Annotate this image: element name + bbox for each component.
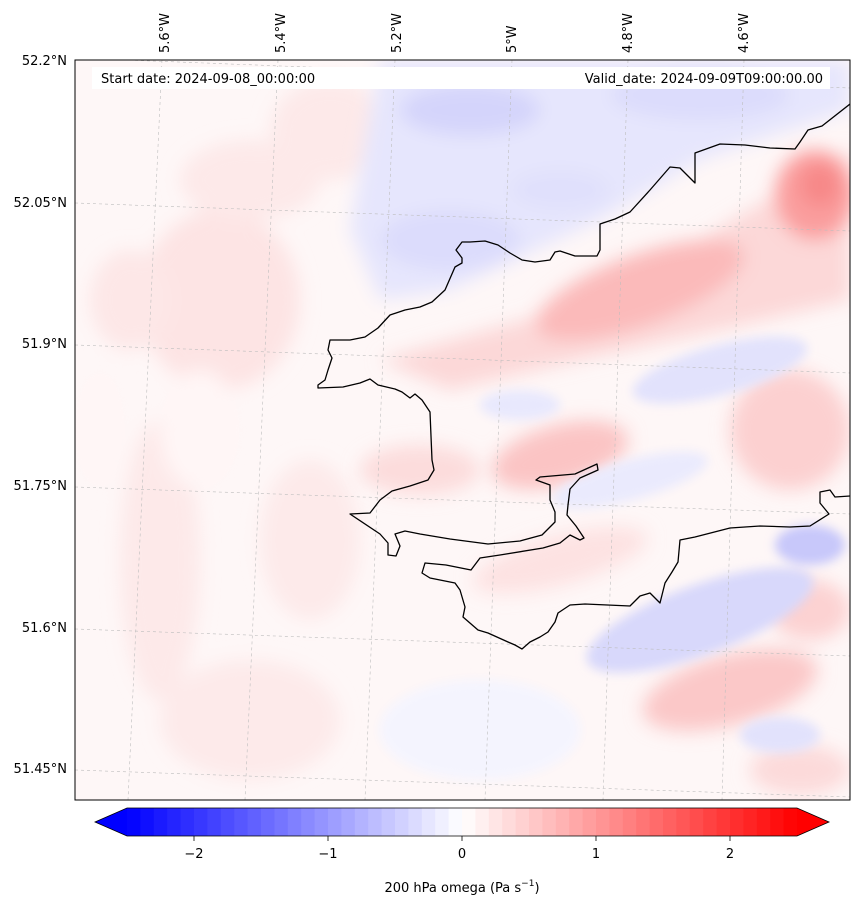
- colorbar-segment: [408, 808, 423, 836]
- colorbar-segment: [194, 808, 208, 836]
- colorbar-min-extension: [95, 808, 127, 836]
- latitude-labels: 52.2°N 52.05°N 51.9°N 51.75°N 51.6°N 51.…: [14, 54, 67, 777]
- colorbar-segment: [636, 808, 651, 836]
- colorbar-segment: [301, 808, 316, 836]
- lat-label: 51.75°N: [14, 479, 67, 494]
- colorbar-tick-label: 1: [592, 847, 600, 862]
- colorbar-segment: [167, 808, 182, 836]
- lon-label: 5.2°W: [390, 13, 405, 53]
- map-panel: Start date: 2024-09-08_00:00:00 Valid_da…: [74, 59, 851, 801]
- colorbar-outline: [94, 807, 830, 837]
- colorbar-label-close: ): [534, 881, 539, 896]
- colorbar-segment: [207, 808, 222, 836]
- colorbar-segment: [314, 808, 329, 836]
- colorbar-tick-label: −2: [184, 847, 203, 862]
- colorbar-segment: [127, 808, 141, 836]
- colorbar-segment: [582, 808, 597, 836]
- colorbar-segment: [622, 808, 637, 836]
- colorbar-segment: [341, 808, 356, 836]
- lon-label: 5°W: [505, 25, 520, 53]
- colorbar-segment: [448, 808, 463, 836]
- colorbar-segment: [529, 808, 543, 836]
- colorbar-segment: [475, 808, 490, 836]
- colorbar-segment: [247, 808, 262, 836]
- colorbar-segment: [555, 808, 570, 836]
- colorbar-segment: [716, 808, 731, 836]
- colorbar-segment: [756, 808, 771, 836]
- colorbar-segment: [274, 808, 289, 836]
- colorbar-tick-label: 0: [458, 847, 466, 862]
- colorbar-label-unit-exponent: −1: [521, 879, 534, 889]
- colorbar-label: 200 hPa omega (Pa s−1): [384, 879, 539, 896]
- colorbar-segment: [676, 808, 691, 836]
- longitude-labels: 5.6°W 5.4°W 5.2°W 5°W 4.8°W 4.6°W: [158, 13, 752, 53]
- colorbar-segment: [542, 808, 557, 836]
- lon-label: 4.6°W: [737, 13, 752, 53]
- colorbar-segment: [435, 808, 450, 836]
- colorbar-segment: [569, 808, 584, 836]
- colorbar-segment: [488, 808, 503, 836]
- colorbar-segment: [649, 808, 664, 836]
- lon-label: 5.6°W: [158, 13, 173, 53]
- colorbar-segment: [770, 808, 785, 836]
- coastline: [317, 103, 850, 650]
- colorbar: −2 −1 0 1 2 200 hPa omega (Pa s−1): [94, 807, 830, 896]
- colorbar-segment: [234, 808, 249, 836]
- colorbar-ticks: −2 −1 0 1 2: [184, 836, 734, 862]
- colorbar-segment: [743, 808, 758, 836]
- colorbar-tick-label: −1: [318, 847, 337, 862]
- colorbar-segment: [596, 808, 610, 836]
- colorbar-segment: [395, 808, 409, 836]
- colorbar-segment: [703, 808, 718, 836]
- lat-label: 52.2°N: [22, 54, 67, 69]
- colorbar-max-extension: [797, 808, 829, 836]
- info-box: [92, 67, 830, 89]
- colorbar-segment: [368, 808, 383, 836]
- colorbar-segment: [462, 808, 476, 836]
- colorbar-segment: [287, 808, 302, 836]
- lat-label: 51.45°N: [14, 762, 67, 777]
- colorbar-segment: [220, 808, 235, 836]
- colorbar-segment: [515, 808, 530, 836]
- colorbar-tick-label: 2: [726, 847, 734, 862]
- colorbar-segment: [153, 808, 168, 836]
- colorbar-segment: [689, 808, 704, 836]
- lat-label: 51.9°N: [22, 337, 67, 352]
- colorbar-segment: [609, 808, 624, 836]
- lat-label: 51.6°N: [22, 621, 67, 636]
- lat-label: 52.05°N: [14, 196, 67, 211]
- omega-field: [75, 60, 850, 795]
- colorbar-segments: [127, 808, 798, 836]
- colorbar-segment: [421, 808, 436, 836]
- lon-label: 4.8°W: [621, 13, 636, 53]
- colorbar-segment: [502, 808, 517, 836]
- colorbar-segment: [354, 808, 369, 836]
- colorbar-segment: [180, 808, 195, 836]
- colorbar-segment: [663, 808, 677, 836]
- colorbar-segment: [381, 808, 396, 836]
- lon-label: 5.4°W: [274, 13, 289, 53]
- start-date-label: Start date: 2024-09-08_00:00:00: [101, 72, 315, 87]
- valid-date-label: Valid_date: 2024-09-09T09:00:00.00: [585, 72, 823, 87]
- colorbar-segment: [140, 808, 155, 836]
- colorbar-segment: [783, 808, 798, 836]
- map-frame: [74, 59, 851, 801]
- colorbar-segment: [261, 808, 275, 836]
- colorbar-segment: [730, 808, 744, 836]
- colorbar-segment: [328, 808, 342, 836]
